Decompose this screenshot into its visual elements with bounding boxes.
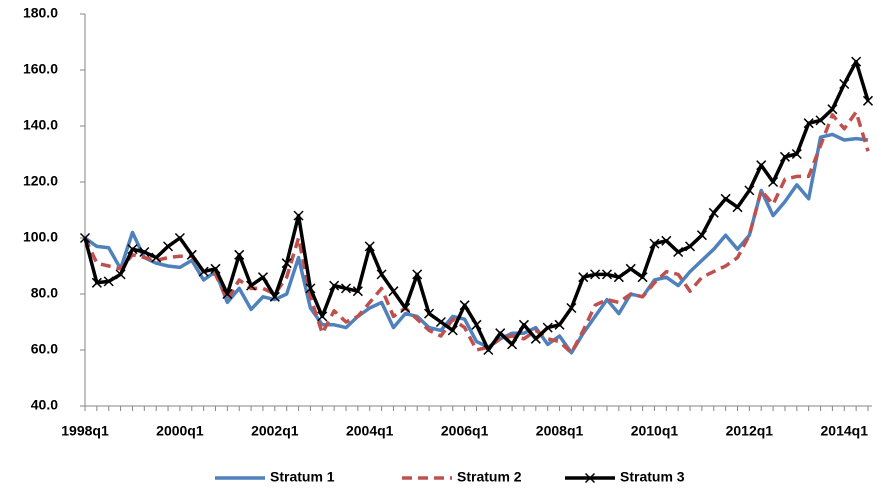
x-tick-label: 2010q1: [631, 423, 679, 439]
marker: [720, 193, 731, 204]
marker: [447, 325, 458, 336]
marker: [601, 269, 613, 280]
marker: [803, 118, 814, 129]
marker: [696, 230, 707, 241]
marker: [210, 263, 221, 274]
y-tick-label: 140.0: [23, 117, 58, 133]
marker: [174, 232, 185, 244]
marker: [779, 151, 790, 162]
marker: [542, 322, 553, 333]
marker: [115, 269, 126, 280]
marker: [530, 333, 541, 344]
x-tick-label: 2012q1: [726, 423, 774, 439]
x-tick-label: 2004q1: [346, 423, 394, 439]
x-tick-label: 2000q1: [156, 423, 204, 439]
marker: [317, 311, 328, 322]
marker: [103, 276, 114, 287]
marker: [364, 241, 375, 252]
marker: [269, 291, 280, 302]
marker: [352, 286, 363, 297]
marker: [708, 207, 719, 218]
x-tick-label: 2014q1: [821, 423, 869, 439]
series-line: [83, 132, 869, 355]
marker: [566, 302, 577, 314]
marker: [862, 95, 874, 106]
marker: [851, 56, 862, 67]
marker: [685, 241, 696, 252]
marker: [518, 319, 529, 330]
marker: [79, 232, 91, 244]
y-tick-label: 180.0: [23, 5, 58, 21]
legend-marker: [584, 472, 596, 484]
marker: [186, 249, 197, 260]
y-tick-label: 40.0: [31, 397, 58, 413]
marker: [400, 302, 411, 314]
series-line: [83, 59, 870, 352]
series-line: [83, 110, 870, 355]
marker: [198, 266, 209, 277]
marker: [388, 286, 399, 297]
y-tick-label: 60.0: [31, 341, 58, 357]
marker: [768, 176, 779, 188]
legend-label: Stratum 1: [270, 469, 335, 485]
marker: [246, 280, 257, 291]
marker: [625, 263, 636, 274]
marker: [234, 249, 245, 260]
marker: [412, 269, 423, 280]
marker: [424, 308, 435, 319]
marker: [756, 160, 767, 171]
marker: [554, 319, 565, 330]
x-tick-label: 1998q1: [61, 423, 109, 439]
marker: [151, 252, 162, 263]
marker: [435, 316, 446, 328]
marker: [649, 238, 660, 249]
marker: [471, 319, 482, 330]
y-tick-label: 80.0: [31, 285, 58, 301]
x-tick-label: 2002q1: [251, 423, 299, 439]
marker: [305, 283, 316, 294]
marker: [459, 300, 470, 311]
y-tick-label: 120.0: [23, 173, 58, 189]
y-tick-label: 160.0: [23, 61, 58, 77]
legend-label: Stratum 2: [457, 469, 522, 485]
y-tick-label: 100.0: [23, 229, 58, 245]
marker: [673, 246, 684, 258]
marker: [127, 244, 138, 255]
marker: [507, 339, 518, 350]
marker: [839, 78, 850, 90]
marker: [340, 283, 352, 294]
marker: [281, 258, 292, 269]
marker: [91, 277, 102, 288]
marker: [329, 280, 340, 291]
legend-label: Stratum 3: [620, 469, 685, 485]
marker: [376, 269, 387, 280]
marker: [578, 272, 589, 283]
marker: [163, 241, 174, 252]
marker: [222, 288, 233, 300]
marker: [590, 269, 601, 280]
marker: [257, 272, 268, 283]
marker: [483, 344, 494, 356]
marker: [744, 185, 755, 196]
marker: [827, 104, 838, 115]
x-tick-label: 2008q1: [536, 423, 584, 439]
marker: [732, 202, 743, 213]
marker: [613, 272, 624, 283]
x-tick-label: 2006q1: [441, 423, 489, 439]
marker: [815, 115, 826, 126]
marker: [661, 235, 672, 246]
marker: [293, 210, 304, 221]
marker: [139, 246, 150, 258]
marker: [637, 272, 648, 283]
marker: [791, 148, 802, 160]
marker: [495, 328, 506, 339]
